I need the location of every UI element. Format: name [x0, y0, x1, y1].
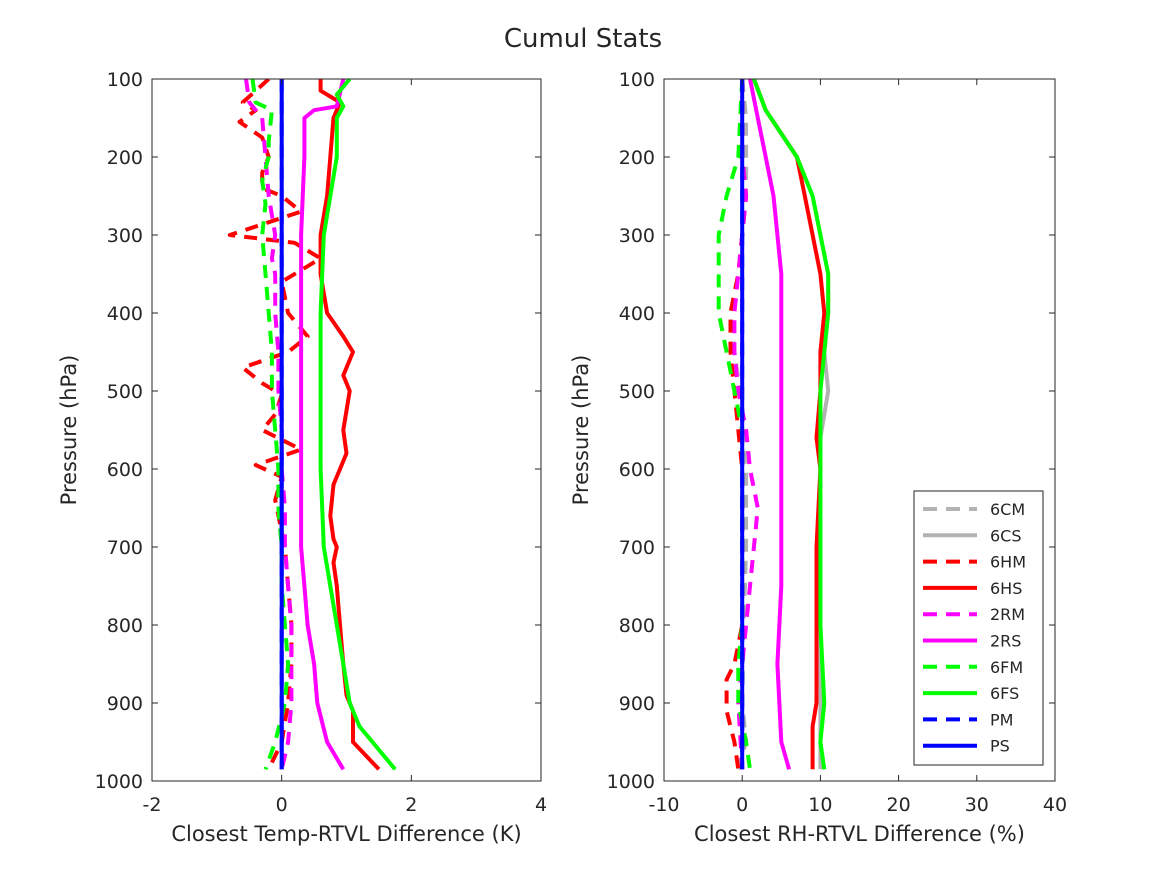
chart-0-series-6fs-line	[318, 79, 397, 771]
chart-0-ytick-label: 600	[107, 459, 143, 481]
chart-1-series-2rs-line	[748, 79, 792, 770]
chart-1-legend-box	[913, 490, 1044, 766]
chart-0-ytick-label: 100	[107, 69, 143, 91]
chart-0-plot-area	[152, 79, 541, 781]
chart-1-xtick-label: -10	[648, 794, 679, 816]
chart-0-ytick-label: 400	[107, 303, 143, 325]
chart-0-series-group	[227, 79, 397, 771]
chart-0-ytick-label: 700	[107, 537, 143, 559]
chart-0-ytick-label: 200	[107, 147, 143, 169]
chart-0-series-2rs-line	[299, 79, 346, 771]
chart-0-axes-box	[151, 78, 542, 782]
chart-1-legend-label: 2RM	[990, 605, 1025, 624]
chart-1-series-6fs-line	[752, 79, 831, 770]
chart-1-ylabel: Pressure (hPa)	[569, 355, 593, 506]
figure-title: Cumul Stats	[504, 24, 662, 54]
chart-0-ylabel: Pressure (hPa)	[57, 355, 81, 506]
chart-1-ytick-label: 400	[619, 303, 655, 325]
left-panel: -2 0 2 4 100 200 300 400 500 600 700 800 900 1000 Clos…	[57, 69, 547, 846]
chart-1-legend-label: PM	[990, 710, 1013, 729]
chart-1-legend-label: 6HS	[990, 579, 1022, 598]
chart-0-xtick-label: 2	[405, 794, 417, 816]
chart-1-xtick-label: 40	[1043, 794, 1067, 816]
chart-1-legend-label: PS	[990, 737, 1010, 756]
chart-0-xlabel: Closest Temp-RTVL Difference (K)	[171, 822, 521, 846]
chart-1-xtick-label: 20	[887, 794, 911, 816]
chart-0-xtick-label: -2	[143, 794, 162, 816]
chart-0-ytick-label: 500	[107, 381, 143, 403]
chart-1-legend-label: 6FS	[990, 684, 1019, 703]
chart-1-legend-label: 2RS	[990, 632, 1021, 651]
chart-1-xlabel: Closest RH-RTVL Difference (%)	[694, 822, 1025, 846]
chart-1-ytick-label: 500	[619, 381, 655, 403]
chart-1-ytick-label: 700	[619, 537, 655, 559]
chart-1-legend-label: 6CM	[990, 500, 1025, 519]
chart-1-ytick-label: 1000	[607, 771, 655, 793]
chart-1-ytick-label: 300	[619, 225, 655, 247]
chart-0-ytick-label: 300	[107, 225, 143, 247]
chart-0-xtick-label: 0	[276, 794, 288, 816]
chart-1-legend-label: 6CS	[990, 526, 1022, 545]
chart-0-xtick-label: 4	[535, 794, 547, 816]
chart-1-series-group	[716, 79, 831, 770]
chart-1-series-6fm-line	[716, 79, 752, 770]
chart-0-ytick-label: 800	[107, 615, 143, 637]
chart-1-ytick-label: 200	[619, 147, 655, 169]
chart-1-xtick-label: 30	[965, 794, 989, 816]
chart-1-xtick-label: 10	[808, 794, 832, 816]
chart-1-legend-label: 6HM	[990, 553, 1026, 572]
chart-0-ytick-label: 1000	[95, 771, 143, 793]
right-panel: -10 0 10 20 30 40 100 200 300 400 500 600 700 800 900 1…	[569, 69, 1067, 846]
chart-1-ytick-label: 900	[619, 693, 655, 715]
chart-1-ytick-label: 100	[619, 69, 655, 91]
chart-0-series-6fm-line	[250, 79, 291, 770]
chart-1-ytick-label: 600	[619, 459, 655, 481]
chart-0-ytick-label: 900	[107, 693, 143, 715]
chart-0-series-2rm-line	[244, 79, 294, 770]
chart-1-axes-box	[663, 78, 1056, 782]
chart-1-legend-label: 6FM	[990, 658, 1023, 677]
chart-1-ytick-label: 800	[619, 615, 655, 637]
chart-1-legend: 6CM 6CS 6HM 6HS 2RM 2RS 6FM 6FS PM PS	[913, 490, 1044, 766]
chart-1-xtick-label: 0	[736, 794, 748, 816]
